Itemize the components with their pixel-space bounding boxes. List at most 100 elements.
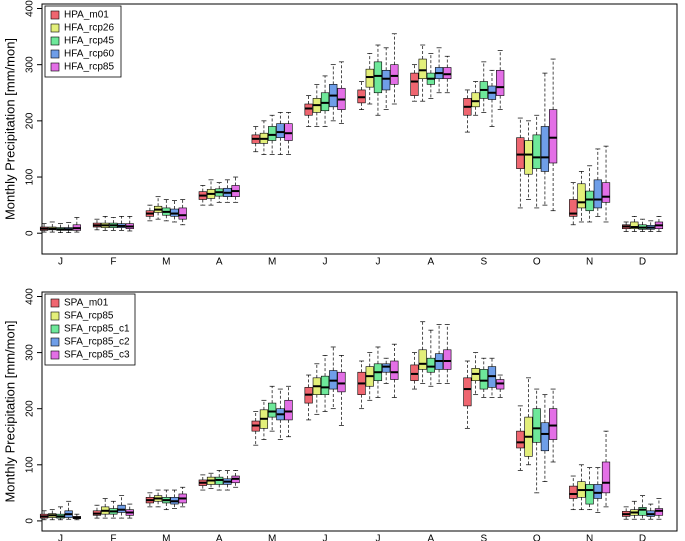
y-tick-label: 0 — [25, 518, 36, 524]
box — [268, 126, 277, 141]
box-group — [601, 145, 611, 223]
x-tick-label: N — [586, 534, 593, 541]
box-group — [284, 385, 293, 438]
box-group — [162, 489, 171, 511]
box-group — [251, 126, 260, 153]
box-group — [329, 346, 338, 410]
box-group — [259, 399, 269, 440]
box-group — [569, 182, 578, 226]
box-group — [276, 388, 285, 440]
box-group — [410, 64, 419, 102]
y-tick-label: 200 — [25, 400, 36, 417]
box — [178, 207, 187, 220]
box-group — [198, 474, 207, 491]
box-group — [646, 503, 655, 520]
plot-frame — [41, 291, 678, 532]
box-group — [549, 388, 558, 463]
box-group — [496, 374, 505, 398]
legend-label: HFA_rcp45 — [64, 36, 114, 47]
box — [268, 402, 277, 418]
box — [418, 349, 427, 370]
box-group — [206, 472, 216, 489]
box-group — [109, 217, 118, 231]
box-group — [524, 120, 533, 200]
box-group — [92, 218, 102, 231]
box-group — [630, 500, 639, 520]
box-group — [312, 363, 321, 415]
box — [382, 363, 391, 373]
box-group — [638, 495, 647, 520]
legend-swatch — [50, 49, 60, 59]
plot-frame — [41, 3, 678, 255]
box-group — [117, 216, 126, 231]
box-group — [463, 89, 472, 133]
box-group — [231, 470, 240, 488]
box-group — [434, 324, 444, 384]
x-tick-label: M — [162, 534, 170, 541]
box-group — [72, 513, 81, 521]
box-group — [48, 509, 57, 521]
box — [516, 137, 525, 169]
box-group — [471, 352, 480, 396]
box — [463, 377, 472, 407]
box-group — [463, 360, 472, 429]
box — [516, 430, 525, 449]
box-group — [101, 216, 110, 231]
box-group — [357, 81, 366, 110]
box — [654, 508, 664, 516]
legend-swatch — [50, 36, 60, 46]
box-group — [72, 217, 81, 233]
box-group — [654, 216, 664, 232]
box-group — [268, 114, 277, 155]
box — [471, 92, 480, 108]
box — [320, 92, 330, 112]
y-tick-label: 300 — [25, 56, 36, 73]
box — [601, 461, 611, 494]
box-group — [251, 411, 260, 446]
box — [540, 126, 550, 172]
box — [593, 484, 602, 499]
box-group — [532, 114, 541, 209]
box — [418, 58, 427, 80]
box — [284, 123, 293, 141]
box-group — [496, 50, 505, 110]
y-tick-label: 0 — [25, 230, 36, 236]
box-group — [638, 218, 647, 232]
box — [390, 360, 399, 380]
box-group — [92, 504, 102, 519]
legend-swatch — [50, 10, 60, 20]
x-tick-label: M — [268, 257, 276, 268]
box-group — [540, 72, 550, 206]
y-tick-label: 400 — [25, 0, 36, 17]
box-group — [585, 165, 594, 223]
box-group — [382, 357, 391, 384]
legend-swatch — [50, 324, 60, 334]
box-group — [304, 95, 313, 127]
legend-label: SFA_rcp85_c1 — [64, 324, 130, 335]
box-group — [125, 216, 134, 232]
box-group — [125, 503, 134, 519]
box-group — [101, 498, 110, 519]
box-group — [56, 506, 65, 521]
box-group — [382, 47, 391, 110]
box-group — [304, 374, 313, 421]
box-group — [410, 352, 419, 390]
legend-swatch — [50, 337, 60, 347]
box-group — [373, 346, 383, 398]
x-tick-label: J — [323, 257, 328, 268]
x-tick-label: J — [375, 257, 380, 268]
legend-swatch — [50, 23, 60, 33]
x-tick-label: A — [216, 257, 223, 268]
box-group — [162, 199, 171, 222]
box-group — [365, 53, 374, 105]
box-group — [390, 33, 399, 105]
box — [630, 221, 639, 230]
box-group — [337, 355, 346, 426]
x-tick-label: F — [110, 257, 116, 268]
box-group — [540, 394, 550, 482]
box — [426, 357, 435, 373]
box-group — [268, 385, 277, 432]
box-group — [153, 196, 163, 220]
box-group — [585, 467, 594, 511]
